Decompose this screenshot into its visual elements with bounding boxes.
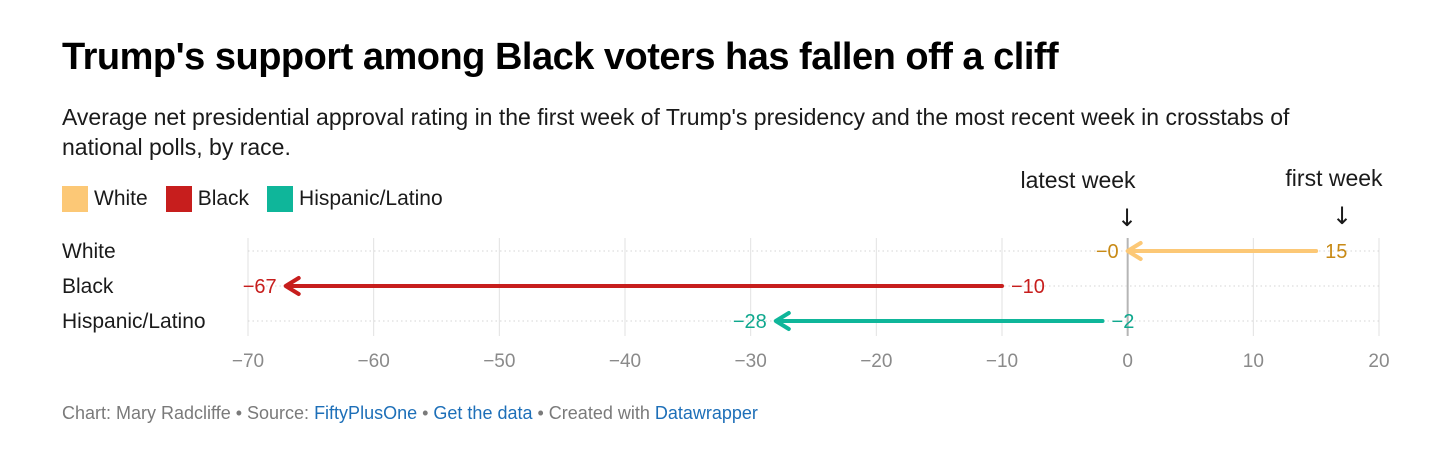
annotations: latest week ↓ first week ↓ bbox=[1020, 165, 1383, 232]
x-tick-label: 20 bbox=[1368, 351, 1389, 372]
x-tick-label: 0 bbox=[1122, 351, 1133, 372]
x-tick-label: −10 bbox=[986, 351, 1018, 372]
legend-label-black: Black bbox=[197, 187, 250, 210]
annotation-first-week: first week bbox=[1285, 165, 1383, 191]
x-tick-label: −50 bbox=[483, 351, 515, 372]
legend-swatch-black bbox=[165, 186, 192, 212]
arrow-head bbox=[1125, 241, 1143, 261]
chart-subtitle: Average net presidential approval rating… bbox=[62, 104, 1290, 160]
x-tick-label: −70 bbox=[232, 351, 264, 372]
arrow-chart: −70 −60 −50 −40 −30 −20 −10 0 10 20 White 15 −0 Blac… bbox=[62, 165, 1390, 372]
row-label: Hispanic/Latino bbox=[62, 310, 206, 333]
source-link[interactable]: FiftyPlusOne bbox=[314, 403, 418, 423]
first-week-value: −10 bbox=[1011, 276, 1045, 298]
first-week-value: −2 bbox=[1112, 311, 1135, 333]
annotation-latest-week: latest week bbox=[1020, 167, 1136, 193]
x-tick-label: −20 bbox=[860, 351, 892, 372]
chart-title: Trump's support among Black voters has f… bbox=[62, 36, 1059, 78]
latest-week-value: −67 bbox=[243, 276, 277, 298]
arrow-head bbox=[283, 276, 301, 296]
chart-footer: Chart: Mary Radcliffe • Source: FiftyPlu… bbox=[62, 403, 758, 424]
datawrapper-link[interactable]: Datawrapper bbox=[654, 403, 758, 423]
legend-swatch-hispanic bbox=[267, 186, 294, 212]
arrow-head bbox=[773, 311, 791, 331]
row-label: Black bbox=[62, 275, 114, 298]
legend: White Black Hispanic/Latino bbox=[62, 186, 461, 212]
legend-label-hispanic: Hispanic/Latino bbox=[299, 187, 443, 210]
latest-week-value: −0 bbox=[1096, 241, 1119, 263]
latest-week-value: −28 bbox=[733, 311, 767, 333]
x-tick-label: −40 bbox=[609, 351, 641, 372]
footer-credit: Chart: Mary Radcliffe • Source: bbox=[62, 403, 315, 423]
x-axis-ticks: −70 −60 −50 −40 −30 −20 −10 0 10 20 bbox=[232, 351, 1390, 372]
rows: White 15 −0 Black −10 −67 Hispanic/Latino −2 −28 bbox=[62, 240, 1379, 333]
annotation-latest-arrow: ↓ bbox=[1117, 204, 1137, 232]
first-week-value: 15 bbox=[1325, 241, 1347, 263]
x-tick-label: −30 bbox=[735, 351, 767, 372]
row-label: White bbox=[62, 240, 116, 263]
legend-item-white: White bbox=[62, 186, 148, 212]
legend-item-hispanic: Hispanic/Latino bbox=[267, 186, 443, 212]
x-tick-label: −60 bbox=[358, 351, 390, 372]
footer-created: • Created with bbox=[532, 403, 655, 423]
legend-swatch-white bbox=[62, 186, 88, 212]
annotation-first-arrow: ↓ bbox=[1332, 202, 1352, 230]
get-data-link[interactable]: Get the data bbox=[433, 403, 533, 423]
x-tick-label: 10 bbox=[1243, 351, 1264, 372]
footer-sep: • bbox=[417, 403, 434, 423]
legend-label-white: White bbox=[94, 187, 148, 210]
legend-item-black: Black bbox=[165, 186, 250, 212]
